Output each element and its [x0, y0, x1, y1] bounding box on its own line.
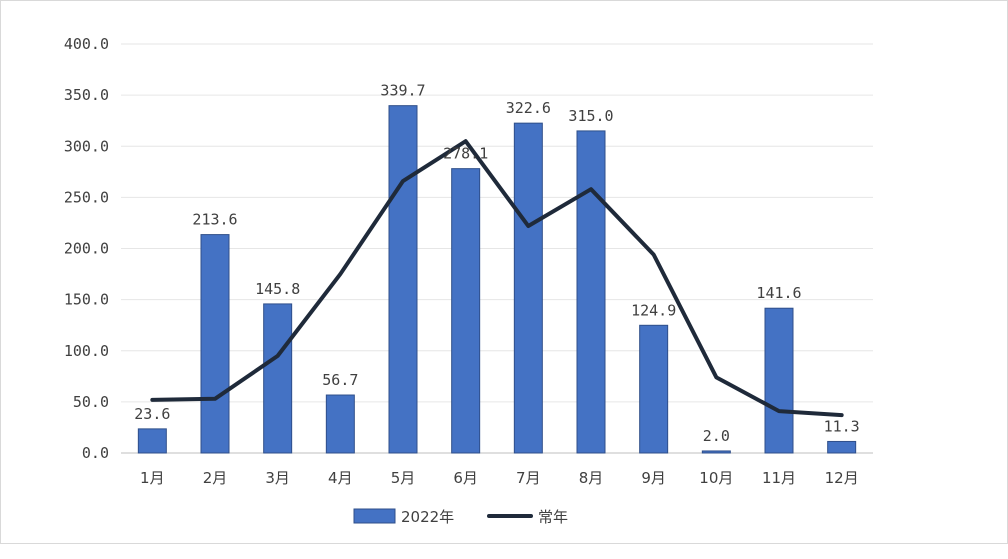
legend-label-2022: 2022年	[401, 508, 454, 526]
bar	[263, 303, 293, 454]
bar-data-label: 278.1	[443, 145, 488, 163]
x-category-label: 3月	[265, 469, 290, 487]
x-category-label: 5月	[391, 469, 416, 487]
bar-data-label: 141.6	[756, 284, 801, 302]
x-category-label: 4月	[328, 469, 353, 487]
bar-data-label: 56.7	[322, 371, 358, 389]
x-category-label: 7月	[516, 469, 541, 487]
y-tick-label: 100.0	[64, 342, 109, 360]
bar	[639, 324, 669, 454]
y-axis-ticks: 0.0 50.0 100.0 150.0 200.0 250.0 300.0 350.0 400…	[64, 35, 109, 462]
y-tick-label: 150.0	[64, 291, 109, 309]
bar-series-2022	[137, 105, 857, 454]
bar-data-label: 145.8	[255, 280, 300, 298]
bar-data-label: 2.0	[703, 427, 730, 445]
line-series-normal	[150, 139, 844, 418]
y-tick-label: 350.0	[64, 86, 109, 104]
bar	[451, 168, 481, 454]
bar	[701, 450, 731, 454]
chart-frame: 0.0 50.0 100.0 150.0 200.0 250.0 300.0 350.0 400…	[0, 0, 1008, 544]
x-axis-categories: 1月 2月 3月 4月 5月 6月 7月 8月 9月 10月 11月 12月	[140, 469, 859, 487]
x-category-label: 10月	[699, 469, 733, 487]
x-category-label: 1月	[140, 469, 165, 487]
x-category-label: 12月	[825, 469, 859, 487]
legend: 2022年 常年	[353, 508, 568, 526]
y-tick-label: 0.0	[82, 444, 109, 462]
bar-data-label: 124.9	[631, 301, 676, 319]
bar-data-label: 11.3	[824, 417, 860, 435]
legend-label-normal: 常年	[538, 508, 568, 526]
bar	[137, 428, 167, 454]
normal-line	[150, 139, 844, 418]
x-category-label: 9月	[641, 469, 666, 487]
bar	[388, 105, 418, 454]
bar	[325, 394, 355, 454]
y-tick-label: 200.0	[64, 240, 109, 258]
legend-swatch-bar	[353, 508, 396, 524]
bar	[576, 130, 606, 454]
bar	[764, 307, 794, 454]
y-tick-label: 300.0	[64, 137, 109, 155]
bar	[513, 122, 543, 454]
y-tick-label: 250.0	[64, 188, 109, 206]
x-category-label: 8月	[579, 469, 604, 487]
bar	[827, 440, 857, 454]
gridlines	[121, 43, 873, 454]
bar-data-label: 23.6	[134, 405, 170, 423]
x-category-label: 6月	[453, 469, 478, 487]
bar	[200, 234, 230, 454]
bar-data-label: 322.6	[506, 99, 551, 117]
x-category-label: 11月	[762, 469, 796, 487]
y-tick-label: 400.0	[64, 35, 109, 53]
bar-data-label: 315.0	[568, 107, 613, 125]
bar-data-label: 339.7	[380, 82, 425, 100]
x-category-label: 2月	[203, 469, 228, 487]
y-tick-label: 50.0	[73, 393, 109, 411]
bar-data-labels: 23.6 213.6 145.8 56.7 339.7 278.1 322.6 315.0 12…	[134, 82, 859, 445]
bar-data-label: 213.6	[192, 211, 237, 229]
